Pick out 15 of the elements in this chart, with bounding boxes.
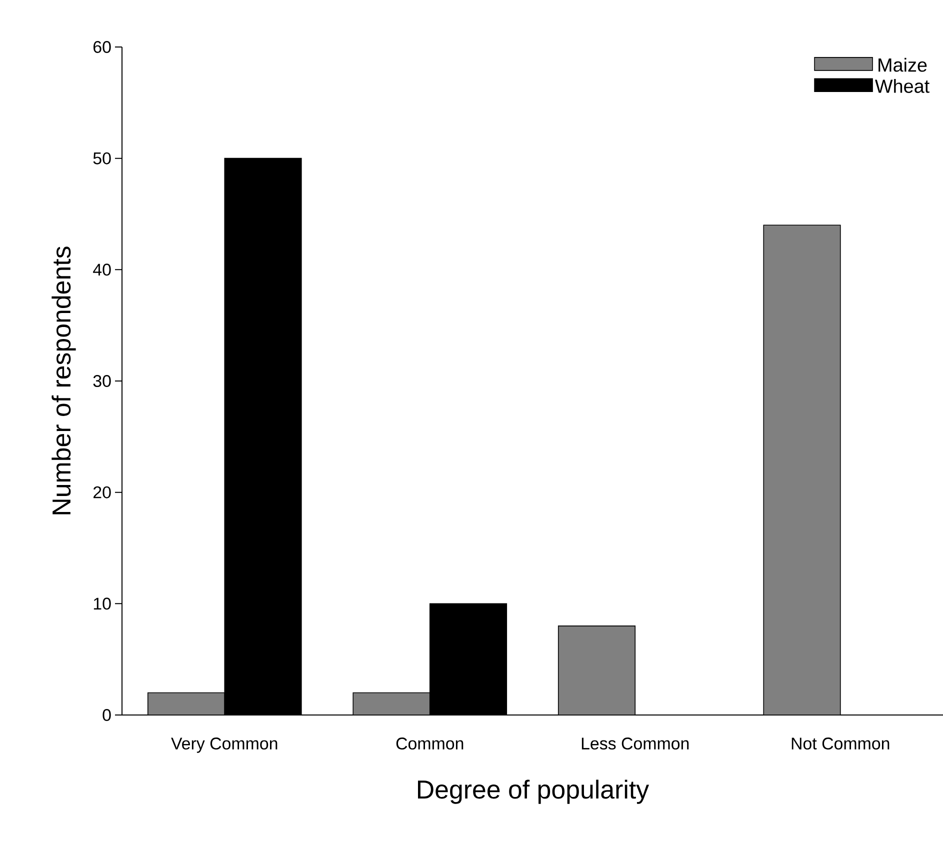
y-tick-label: 40 [93,264,111,276]
y-tick-label: 20 [94,486,111,498]
y-tick-label: 30 [93,374,111,387]
y-tick-label: 0 [102,709,111,721]
y-tick-label: 10 [94,598,111,610]
x-tick-label: Not Common [792,738,890,750]
x-axis-title: Degree of popularity [418,780,650,804]
legend-label: Maize [878,58,927,72]
y-tick-label: 60 [94,40,111,53]
legend-label: Wheat [874,79,930,93]
x-tick-label: Common [396,738,464,750]
y-tick-label: 50 [93,152,111,164]
x-tick-label: Very Common [171,738,278,753]
y-axis-title: Number of respondents [52,246,76,514]
x-tick-label: Less Common [582,738,689,750]
